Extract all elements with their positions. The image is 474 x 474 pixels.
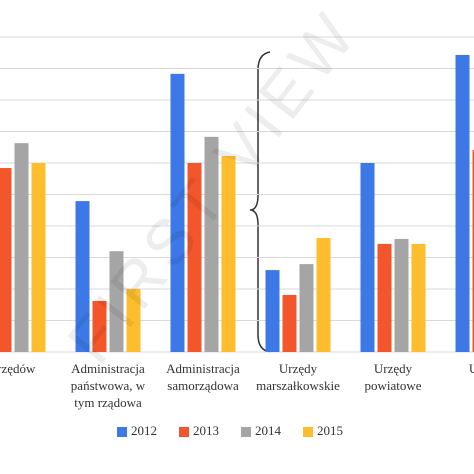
bar bbox=[109, 251, 124, 352]
bar bbox=[204, 136, 219, 352]
bar bbox=[377, 243, 392, 352]
brace bbox=[249, 51, 271, 353]
legend-label: 2013 bbox=[193, 423, 219, 438]
bar bbox=[472, 150, 474, 352]
x-tick-label: Urzędy bbox=[468, 361, 474, 376]
bar bbox=[455, 54, 470, 353]
bar bbox=[316, 237, 331, 352]
x-tick-label: urzędów bbox=[0, 361, 36, 376]
bar bbox=[75, 201, 90, 352]
bar bbox=[92, 300, 107, 352]
x-tick-label: Urzędy powiatowe bbox=[364, 361, 422, 393]
x-tick-label: Urzędy marszałkowskie bbox=[256, 361, 340, 393]
legend-label: 2015 bbox=[317, 423, 343, 438]
bar bbox=[221, 156, 236, 352]
bar bbox=[265, 270, 280, 352]
bar bbox=[299, 264, 314, 352]
legend-label: 2012 bbox=[131, 423, 157, 438]
x-tick-label: Administracja państwowa, w tym rządowa bbox=[70, 361, 146, 410]
bar bbox=[360, 163, 375, 352]
bar bbox=[187, 163, 202, 352]
legend-swatch bbox=[179, 427, 189, 437]
legend-swatch bbox=[241, 427, 251, 437]
bar bbox=[14, 143, 29, 352]
legend-label: 2014 bbox=[255, 423, 282, 438]
bar bbox=[0, 168, 12, 352]
bar bbox=[411, 243, 426, 352]
bar bbox=[394, 238, 409, 352]
legend-swatch bbox=[303, 427, 313, 437]
legend-swatch bbox=[117, 427, 127, 437]
bar bbox=[31, 163, 46, 352]
bar bbox=[126, 289, 141, 352]
bar bbox=[170, 73, 185, 352]
x-tick-label: Administracja samorządowa bbox=[166, 361, 240, 393]
bar bbox=[282, 294, 297, 352]
